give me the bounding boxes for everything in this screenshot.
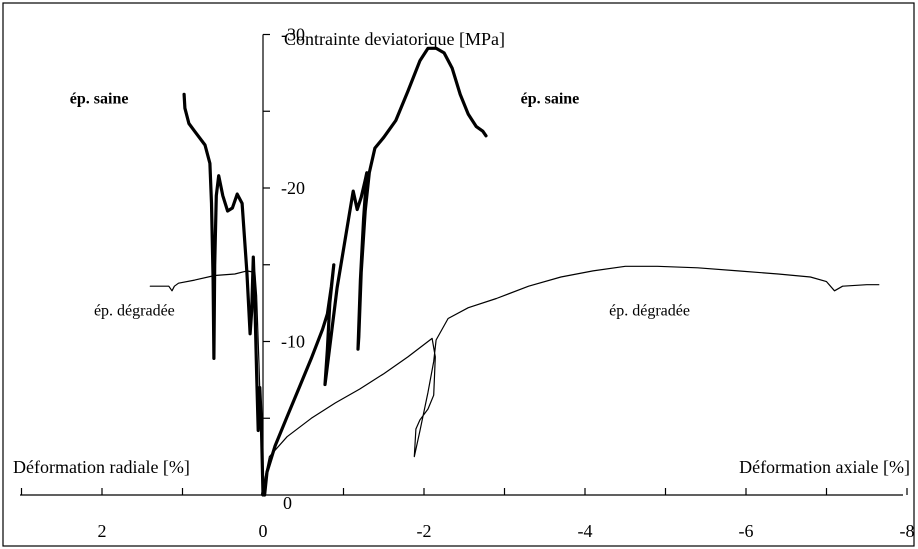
series-line — [149, 270, 264, 496]
x-tick-label: -8 — [900, 521, 915, 541]
y-tick-label: -10 — [281, 332, 305, 352]
x-tick-label: -6 — [739, 521, 754, 541]
axes — [20, 33, 908, 496]
chart-title: Contrainte deviatorique [MPa] — [284, 29, 505, 49]
y-zero-label: 0 — [283, 493, 292, 513]
annotation-label: ép. saine — [70, 91, 129, 108]
y-tick-label: -30 — [281, 25, 305, 45]
annotation-label: ép. dégradée — [94, 302, 175, 319]
annotation-label: ép. saine — [521, 91, 580, 108]
labels: Contrainte deviatorique [MPa] Déformatio… — [13, 25, 915, 542]
x-axis-label-left: Déformation radiale [%] — [13, 457, 190, 477]
x-tick-label: -4 — [578, 521, 593, 541]
series-line — [182, 92, 265, 497]
series-line — [260, 265, 880, 496]
y-tick-label: -20 — [281, 178, 305, 198]
series-line — [263, 46, 488, 497]
x-tick-label: -2 — [417, 521, 432, 541]
x-tick-label: 2 — [98, 521, 107, 541]
annotation-label: ép. dégradée — [609, 302, 690, 319]
series-group — [149, 46, 880, 497]
x-tick-label: 0 — [259, 521, 268, 541]
x-axis-label-right: Déformation axiale [%] — [739, 457, 910, 477]
